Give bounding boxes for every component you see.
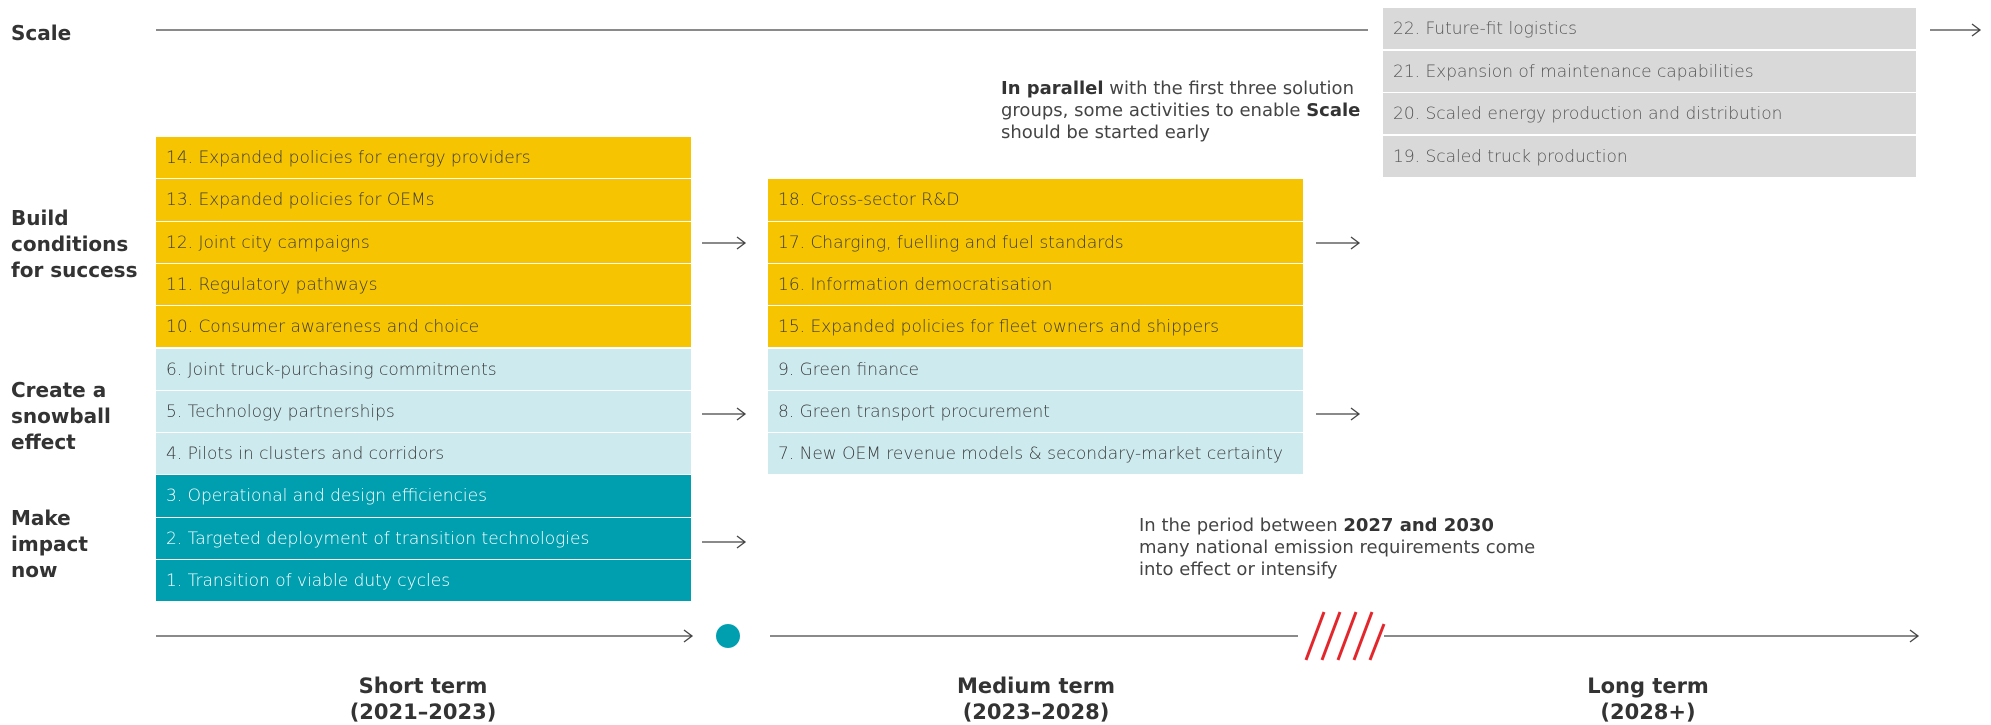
row-label-line: Scale [11,21,72,45]
solution-box: 4. Pilots in clusters and corridors [156,433,691,476]
note-line: into effect or intensify [1139,559,1535,581]
row-label-line: Build [11,206,69,230]
scale-item: 20. Scaled energy production and distrib… [1383,93,1916,135]
solution-box: 3. Operational and design efficiencies [156,475,691,518]
solution-box: 17. Charging, fuelling and fuel standard… [768,221,1303,264]
row-label-line: effect [11,430,76,454]
row-label: Build conditions for success [11,205,138,283]
solution-box: 1. Transition of viable duty cycles [156,560,691,603]
solution-box: 16. Information democratisation [768,263,1303,307]
solution-box: 8. Green transport procurement [768,390,1303,434]
solution-box: 18. Cross-sector R&D [768,179,1303,222]
phase-years: (2021–2023) [349,700,497,724]
solution-box: 6. Joint truck-purchasing commitments [156,348,691,391]
phase-label: Long term (2028+) [1498,673,1798,725]
note-text: into effect or intensify [1139,559,1338,580]
note-text: groups, some activities to enable [1001,100,1307,121]
note-text: with the first three solution [1103,78,1354,99]
note-line: should be started early [1001,122,1360,144]
phase-name: Medium term [956,674,1116,698]
phase-years: (2028+) [1600,700,1696,724]
solution-box: 12. Joint city campaigns [156,221,691,264]
row-label: Scale [11,20,71,46]
row-label-line: for success [11,258,138,282]
arrow-head [1971,23,1982,37]
note-line: groups, some activities to enable Scale [1001,100,1360,122]
note-line: In the period between 2027 and 2030 [1139,515,1535,537]
solution-box: 7. New OEM revenue models & secondary-ma… [768,433,1303,476]
row-label-line: impact [11,532,88,556]
row-label-line: Make [11,506,71,530]
phase-label: Short term (2021–2023) [273,673,573,725]
row-label: Create a snowball effect [11,377,111,455]
scale-item: 19. Scaled truck production [1383,135,1916,178]
note-text: Scale [1306,100,1361,121]
note-line: many national emission requirements come [1139,537,1535,559]
solution-box: 5. Technology partnerships [156,390,691,434]
solution-box: 13. Expanded policies for OEMs [156,179,691,222]
solution-box: 15. Expanded policies for fleet owners a… [768,306,1303,349]
phase-years: (2023–2028) [962,700,1110,724]
note: In the period between 2027 and 2030 many … [1139,515,1535,581]
note-text: In the period between [1139,515,1344,536]
note-text: should be started early [1001,122,1210,143]
note-text: 2027 and 2030 [1343,515,1494,536]
solution-box: 10. Consumer awareness and choice [156,306,691,349]
note: In parallel with the first three solutio… [1001,78,1360,144]
row-label-line: Create a [11,378,107,402]
solution-box: 11. Regulatory pathways [156,263,691,307]
scale-item: 21. Expansion of maintenance capabilitie… [1383,50,1916,93]
note-line: In parallel with the first three solutio… [1001,78,1360,100]
milestone [716,624,740,648]
phase-name: Long term [1587,674,1709,698]
row-label: Make impact now [11,505,88,583]
phase-name: Short term [358,674,488,698]
timeline [156,611,1920,661]
solution-box: 2. Targeted deployment of transition tec… [156,517,691,560]
solution-box: 14. Expanded policies for energy provide… [156,137,691,180]
row-label-line: snowball [11,404,111,428]
solution-box: 9. Green finance [768,348,1303,391]
scale-item: 22. Future-fit logistics [1383,8,1916,50]
note-text: In parallel [1001,78,1104,99]
phase-label: Medium term (2023–2028) [886,673,1186,725]
row-label-line: now [11,558,58,582]
arrow-group [702,236,1361,549]
note-text: many national emission requirements come [1139,537,1536,558]
row-label-line: conditions [11,232,129,256]
